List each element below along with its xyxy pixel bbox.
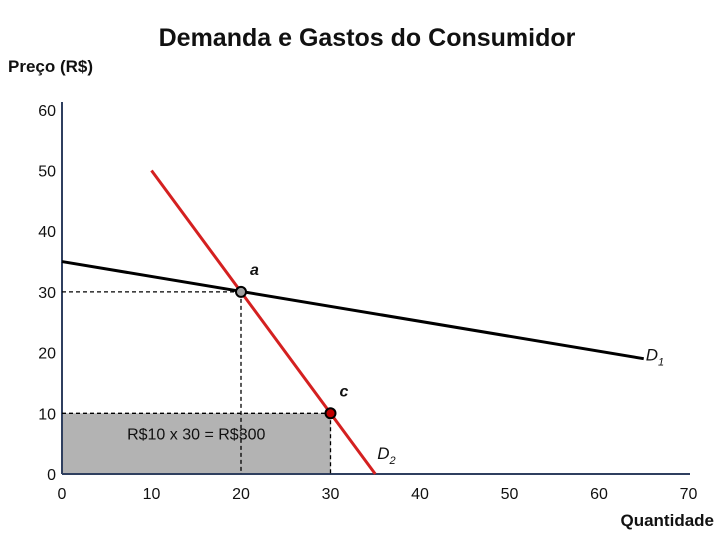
- y-tick-label: 40: [38, 224, 56, 241]
- curve-label-d1: D1: [646, 346, 664, 369]
- y-tick-label: 10: [38, 406, 56, 423]
- curve-label-d2: D2: [377, 444, 395, 467]
- y-tick-label: 60: [38, 103, 56, 120]
- chart-title: Demanda e Gastos do Consumidor: [159, 24, 576, 52]
- y-tick-label: 50: [38, 164, 56, 181]
- x-tick-label: 40: [411, 486, 429, 503]
- x-tick-label: 0: [58, 486, 67, 503]
- x-tick-label: 50: [501, 486, 519, 503]
- shaded-spending-area: [63, 413, 331, 474]
- x-tick-label: 20: [232, 486, 250, 503]
- point-marker-c: [324, 407, 337, 420]
- y-tick-label: 0: [47, 467, 56, 484]
- point-label-c: c: [340, 383, 349, 400]
- x-tick-label: 60: [590, 486, 608, 503]
- x-tick-label: 30: [322, 486, 340, 503]
- y-tick-label: 30: [38, 285, 56, 302]
- plot-area: R$10 x 30 = R$300 0 10 20 30 40 50 60 0 10 20 30 40 5…: [38, 102, 698, 503]
- spending-area-label: R$10 x 30 = R$300: [127, 426, 265, 443]
- point-marker-a: [235, 285, 247, 298]
- x-tick-label: 70: [680, 486, 698, 503]
- point-label-a: a: [250, 262, 259, 279]
- x-axis-label: Quantidade: [620, 511, 714, 530]
- y-axis-label: Preço (R$): [8, 57, 93, 76]
- x-tick-label: 10: [143, 486, 161, 503]
- y-tick-label: 20: [38, 346, 56, 363]
- demand-curve-d1: [61, 260, 644, 361]
- demand-curve-d2: [150, 169, 377, 475]
